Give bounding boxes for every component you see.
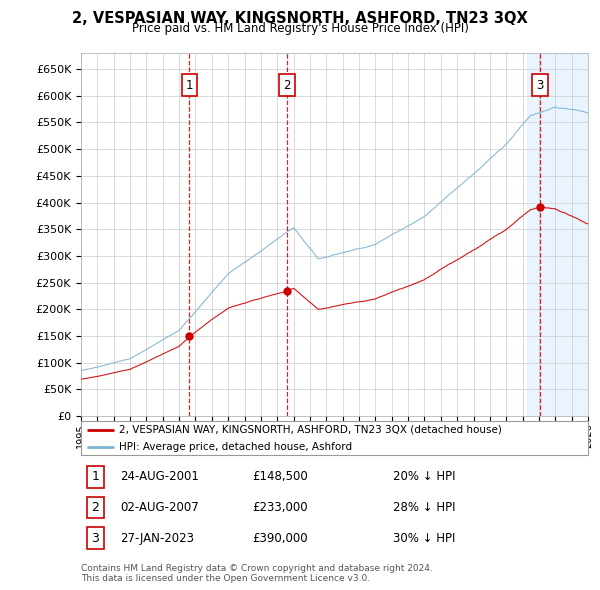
Text: 2, VESPASIAN WAY, KINGSNORTH, ASHFORD, TN23 3QX: 2, VESPASIAN WAY, KINGSNORTH, ASHFORD, T… bbox=[72, 11, 528, 25]
Text: HPI: Average price, detached house, Ashford: HPI: Average price, detached house, Ashf… bbox=[119, 442, 352, 452]
Text: £390,000: £390,000 bbox=[252, 532, 308, 545]
Text: 28% ↓ HPI: 28% ↓ HPI bbox=[393, 501, 455, 514]
Text: 02-AUG-2007: 02-AUG-2007 bbox=[120, 501, 199, 514]
Text: 24-AUG-2001: 24-AUG-2001 bbox=[120, 470, 199, 483]
Text: 2: 2 bbox=[283, 78, 290, 91]
FancyBboxPatch shape bbox=[81, 421, 588, 455]
Text: Price paid vs. HM Land Registry's House Price Index (HPI): Price paid vs. HM Land Registry's House … bbox=[131, 22, 469, 35]
Text: 20% ↓ HPI: 20% ↓ HPI bbox=[393, 470, 455, 483]
Text: 30% ↓ HPI: 30% ↓ HPI bbox=[393, 532, 455, 545]
Text: 2, VESPASIAN WAY, KINGSNORTH, ASHFORD, TN23 3QX (detached house): 2, VESPASIAN WAY, KINGSNORTH, ASHFORD, T… bbox=[119, 425, 502, 435]
Text: 2: 2 bbox=[91, 501, 100, 514]
Text: 1: 1 bbox=[91, 470, 100, 483]
Text: 3: 3 bbox=[91, 532, 100, 545]
Text: £233,000: £233,000 bbox=[252, 501, 308, 514]
Text: Contains HM Land Registry data © Crown copyright and database right 2024.
This d: Contains HM Land Registry data © Crown c… bbox=[81, 563, 433, 583]
Bar bbox=[527, 53, 588, 416]
Text: £148,500: £148,500 bbox=[252, 470, 308, 483]
Text: 3: 3 bbox=[536, 78, 544, 91]
Text: 1: 1 bbox=[185, 78, 193, 91]
Text: 27-JAN-2023: 27-JAN-2023 bbox=[120, 532, 194, 545]
